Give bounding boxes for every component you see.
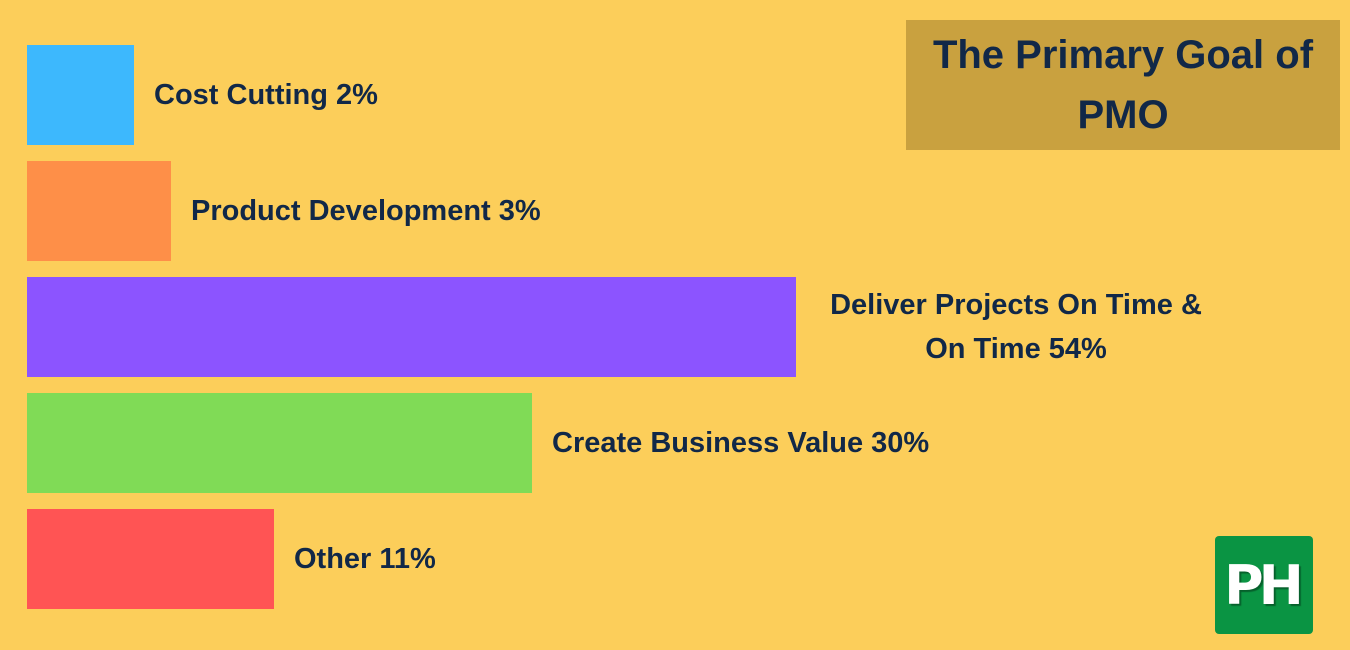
bar-create-business-value (27, 393, 532, 493)
bar-product-development (27, 161, 171, 261)
ph-logo: PH (1215, 536, 1313, 634)
bar-label-cost-cutting: Cost Cutting 2% (154, 79, 378, 111)
bar-cost-cutting (27, 45, 134, 145)
bar-label-deliver-projects: Deliver Projects On Time & On Time 54% (830, 289, 1202, 365)
logo-text: PH (1224, 553, 1304, 617)
bar-other (27, 509, 274, 609)
bar-deliver-projects (27, 277, 796, 377)
title-box: The Primary Goal of PMO (906, 20, 1340, 150)
chart-title: The Primary Goal of PMO (932, 33, 1314, 137)
bars-group (27, 45, 796, 609)
bar-label-other: Other 11% (294, 543, 436, 575)
bar-label-product-development: Product Development 3% (191, 195, 541, 227)
bar-label-create-business-value: Create Business Value 30% (552, 427, 930, 459)
